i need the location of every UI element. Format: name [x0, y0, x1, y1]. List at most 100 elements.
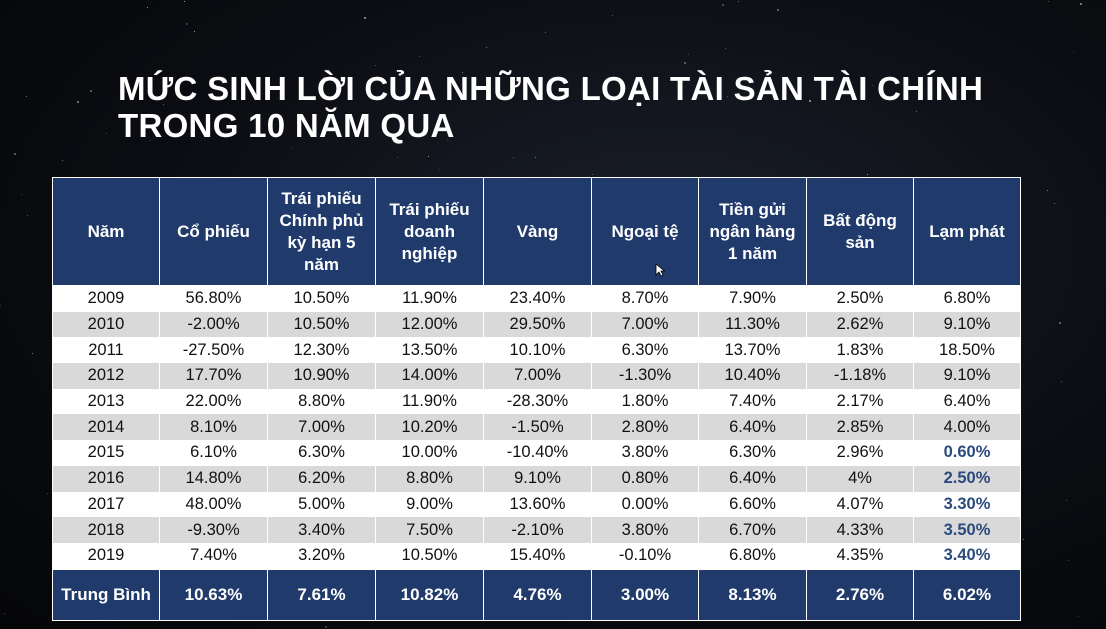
- value-cell: 14.00%: [375, 363, 484, 389]
- star: [513, 157, 514, 158]
- average-cell: 6.02%: [913, 568, 1021, 621]
- value-cell: 10.50%: [267, 285, 376, 312]
- average-cell: 7.61%: [267, 568, 376, 621]
- value-cell: 3.50%: [913, 517, 1021, 543]
- value-cell: 3.30%: [913, 491, 1021, 518]
- table-row: 2017 48.00% 5.00% 9.00% 13.60% 0.00% 6.60% 4.07…: [52, 491, 1021, 518]
- star: [462, 72, 463, 73]
- value-cell: 6.20%: [267, 465, 376, 492]
- value-cell: 13.70%: [698, 337, 807, 364]
- value-cell: 9.10%: [913, 363, 1021, 389]
- star: [106, 133, 107, 134]
- value-cell: 10.40%: [698, 363, 807, 389]
- value-cell: 17.70%: [159, 363, 268, 389]
- table-row: 2015 6.10% 6.30% 10.00% -10.40% 3.80% 6.30% 2.9…: [52, 440, 1021, 466]
- year-cell: 2014: [52, 414, 160, 441]
- average-row: Trung Bình 10.63% 7.61% 10.82% 4.76% 3.0…: [52, 568, 1021, 621]
- value-cell: 23.40%: [483, 285, 592, 312]
- value-cell: 7.40%: [159, 542, 268, 570]
- star: [1061, 381, 1062, 382]
- average-cell: 10.82%: [375, 568, 484, 621]
- value-cell: 6.70%: [698, 517, 807, 543]
- year-cell: 2016: [52, 465, 160, 492]
- star: [27, 215, 28, 216]
- value-cell: 10.00%: [375, 440, 484, 466]
- year-cell: 2015: [52, 440, 160, 466]
- title-line-2: TRONG 10 NĂM QUA: [118, 107, 455, 144]
- value-cell: -1.18%: [806, 363, 914, 389]
- header-year: Năm: [52, 177, 160, 286]
- value-cell: 8.80%: [267, 388, 376, 415]
- value-cell: 2.50%: [913, 465, 1021, 492]
- star: [725, 48, 726, 49]
- value-cell: 9.10%: [913, 311, 1021, 338]
- value-cell: 2.85%: [806, 414, 914, 441]
- value-cell: 6.40%: [698, 414, 807, 441]
- table-row: 2010 -2.00% 10.50% 12.00% 29.50% 7.00% 11.30% 2…: [52, 311, 1021, 338]
- value-cell: -2.10%: [483, 517, 592, 543]
- value-cell: 4.07%: [806, 491, 914, 518]
- star: [1047, 190, 1048, 191]
- value-cell: 11.30%: [698, 311, 807, 338]
- value-cell: 10.20%: [375, 414, 484, 441]
- value-cell: 2.50%: [806, 285, 914, 312]
- header-real-estate: Bất động sản: [806, 177, 914, 286]
- value-cell: 4.33%: [806, 517, 914, 543]
- year-cell: 2018: [52, 517, 160, 543]
- star: [184, 1, 185, 2]
- value-cell: 9.10%: [483, 465, 592, 492]
- value-cell: 2.96%: [806, 440, 914, 466]
- value-cell: 4%: [806, 465, 914, 492]
- value-cell: 3.40%: [913, 542, 1021, 570]
- star: [325, 626, 327, 628]
- star: [510, 98, 511, 99]
- star: [688, 54, 689, 55]
- star: [364, 17, 366, 19]
- year-cell: 2011: [52, 337, 160, 364]
- value-cell: 15.40%: [483, 542, 592, 570]
- value-cell: 13.60%: [483, 491, 592, 518]
- mouse-pointer-icon: [655, 263, 665, 277]
- star: [4, 613, 5, 614]
- star: [741, 99, 742, 100]
- star: [62, 160, 63, 161]
- value-cell: 0.00%: [591, 491, 699, 518]
- star: [194, 31, 195, 32]
- value-cell: 12.00%: [375, 311, 484, 338]
- star: [867, 174, 868, 175]
- star: [535, 157, 536, 158]
- table-row: 2016 14.80% 6.20% 8.80% 9.10% 0.80% 6.40% 4% 2.5…: [52, 465, 1021, 492]
- value-cell: 56.80%: [159, 285, 268, 312]
- average-cell: 3.00%: [591, 568, 699, 621]
- value-cell: 48.00%: [159, 491, 268, 518]
- value-cell: 11.90%: [375, 388, 484, 415]
- header-gold: Vàng: [483, 177, 592, 286]
- value-cell: 6.10%: [159, 440, 268, 466]
- table-row: 2013 22.00% 8.80% 11.90% -28.30% 1.80% 7.40% 2.…: [52, 388, 1021, 415]
- value-cell: 2.80%: [591, 414, 699, 441]
- year-cell: 2017: [52, 491, 160, 518]
- value-cell: 6.30%: [591, 337, 699, 364]
- average-cell: 10.63%: [159, 568, 268, 621]
- value-cell: 6.60%: [698, 491, 807, 518]
- table-row: 2018 -9.30% 3.40% 7.50% -2.10% 3.80% 6.70% 4.33…: [52, 517, 1021, 543]
- table-body: 2009 56.80% 10.50% 11.90% 23.40% 8.70% 7.90% 2.…: [52, 285, 1021, 570]
- value-cell: 10.90%: [267, 363, 376, 389]
- year-cell: 2013: [52, 388, 160, 415]
- star: [447, 139, 448, 140]
- star: [397, 157, 398, 158]
- value-cell: 8.10%: [159, 414, 268, 441]
- value-cell: 3.80%: [591, 517, 699, 543]
- header-bank-deposit: Tiền gửi ngân hàng 1 năm: [698, 177, 807, 286]
- value-cell: 6.30%: [698, 440, 807, 466]
- value-cell: 14.80%: [159, 465, 268, 492]
- title-line-1: MỨC SINH LỜI CỦA NHỮNG LOẠI TÀI SẢN TÀI …: [118, 70, 984, 107]
- average-label: Trung Bình: [52, 568, 160, 621]
- star: [419, 56, 420, 57]
- star: [32, 353, 33, 354]
- star: [777, 9, 779, 11]
- value-cell: -9.30%: [159, 517, 268, 543]
- table-row: 2011 -27.50% 12.30% 13.50% 10.10% 6.30% 13.70%…: [52, 337, 1021, 364]
- value-cell: 4.00%: [913, 414, 1021, 441]
- value-cell: 10.50%: [267, 311, 376, 338]
